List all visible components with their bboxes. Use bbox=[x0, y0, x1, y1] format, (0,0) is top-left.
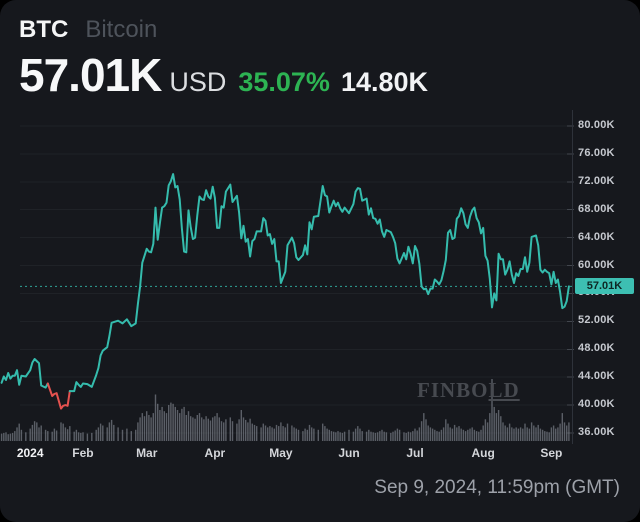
price-change-percent: 35.07% bbox=[238, 67, 330, 97]
chart-timestamp: Sep 9, 2024, 11:59pm (GMT) bbox=[374, 477, 620, 498]
price-change-value: 14.80K bbox=[340, 67, 429, 97]
finbold-watermark-ld: LD bbox=[488, 378, 520, 402]
symbol-row: BTC Bitcoin bbox=[19, 16, 428, 44]
asset-symbol: BTC bbox=[19, 16, 69, 43]
price-currency: USD bbox=[169, 67, 227, 97]
finbold-watermark: FINBOLD bbox=[417, 378, 520, 403]
finbold-watermark-text: FINBO bbox=[417, 378, 489, 402]
asset-name: Bitcoin bbox=[85, 16, 158, 43]
chart-header: BTC Bitcoin 57.01K USD 35.07% 14.80K bbox=[19, 16, 428, 102]
price-row: 57.01K USD 35.07% 14.80K bbox=[19, 48, 428, 102]
current-price-badge: 57.01K bbox=[575, 278, 634, 295]
price-value: 57.01K bbox=[19, 49, 162, 101]
